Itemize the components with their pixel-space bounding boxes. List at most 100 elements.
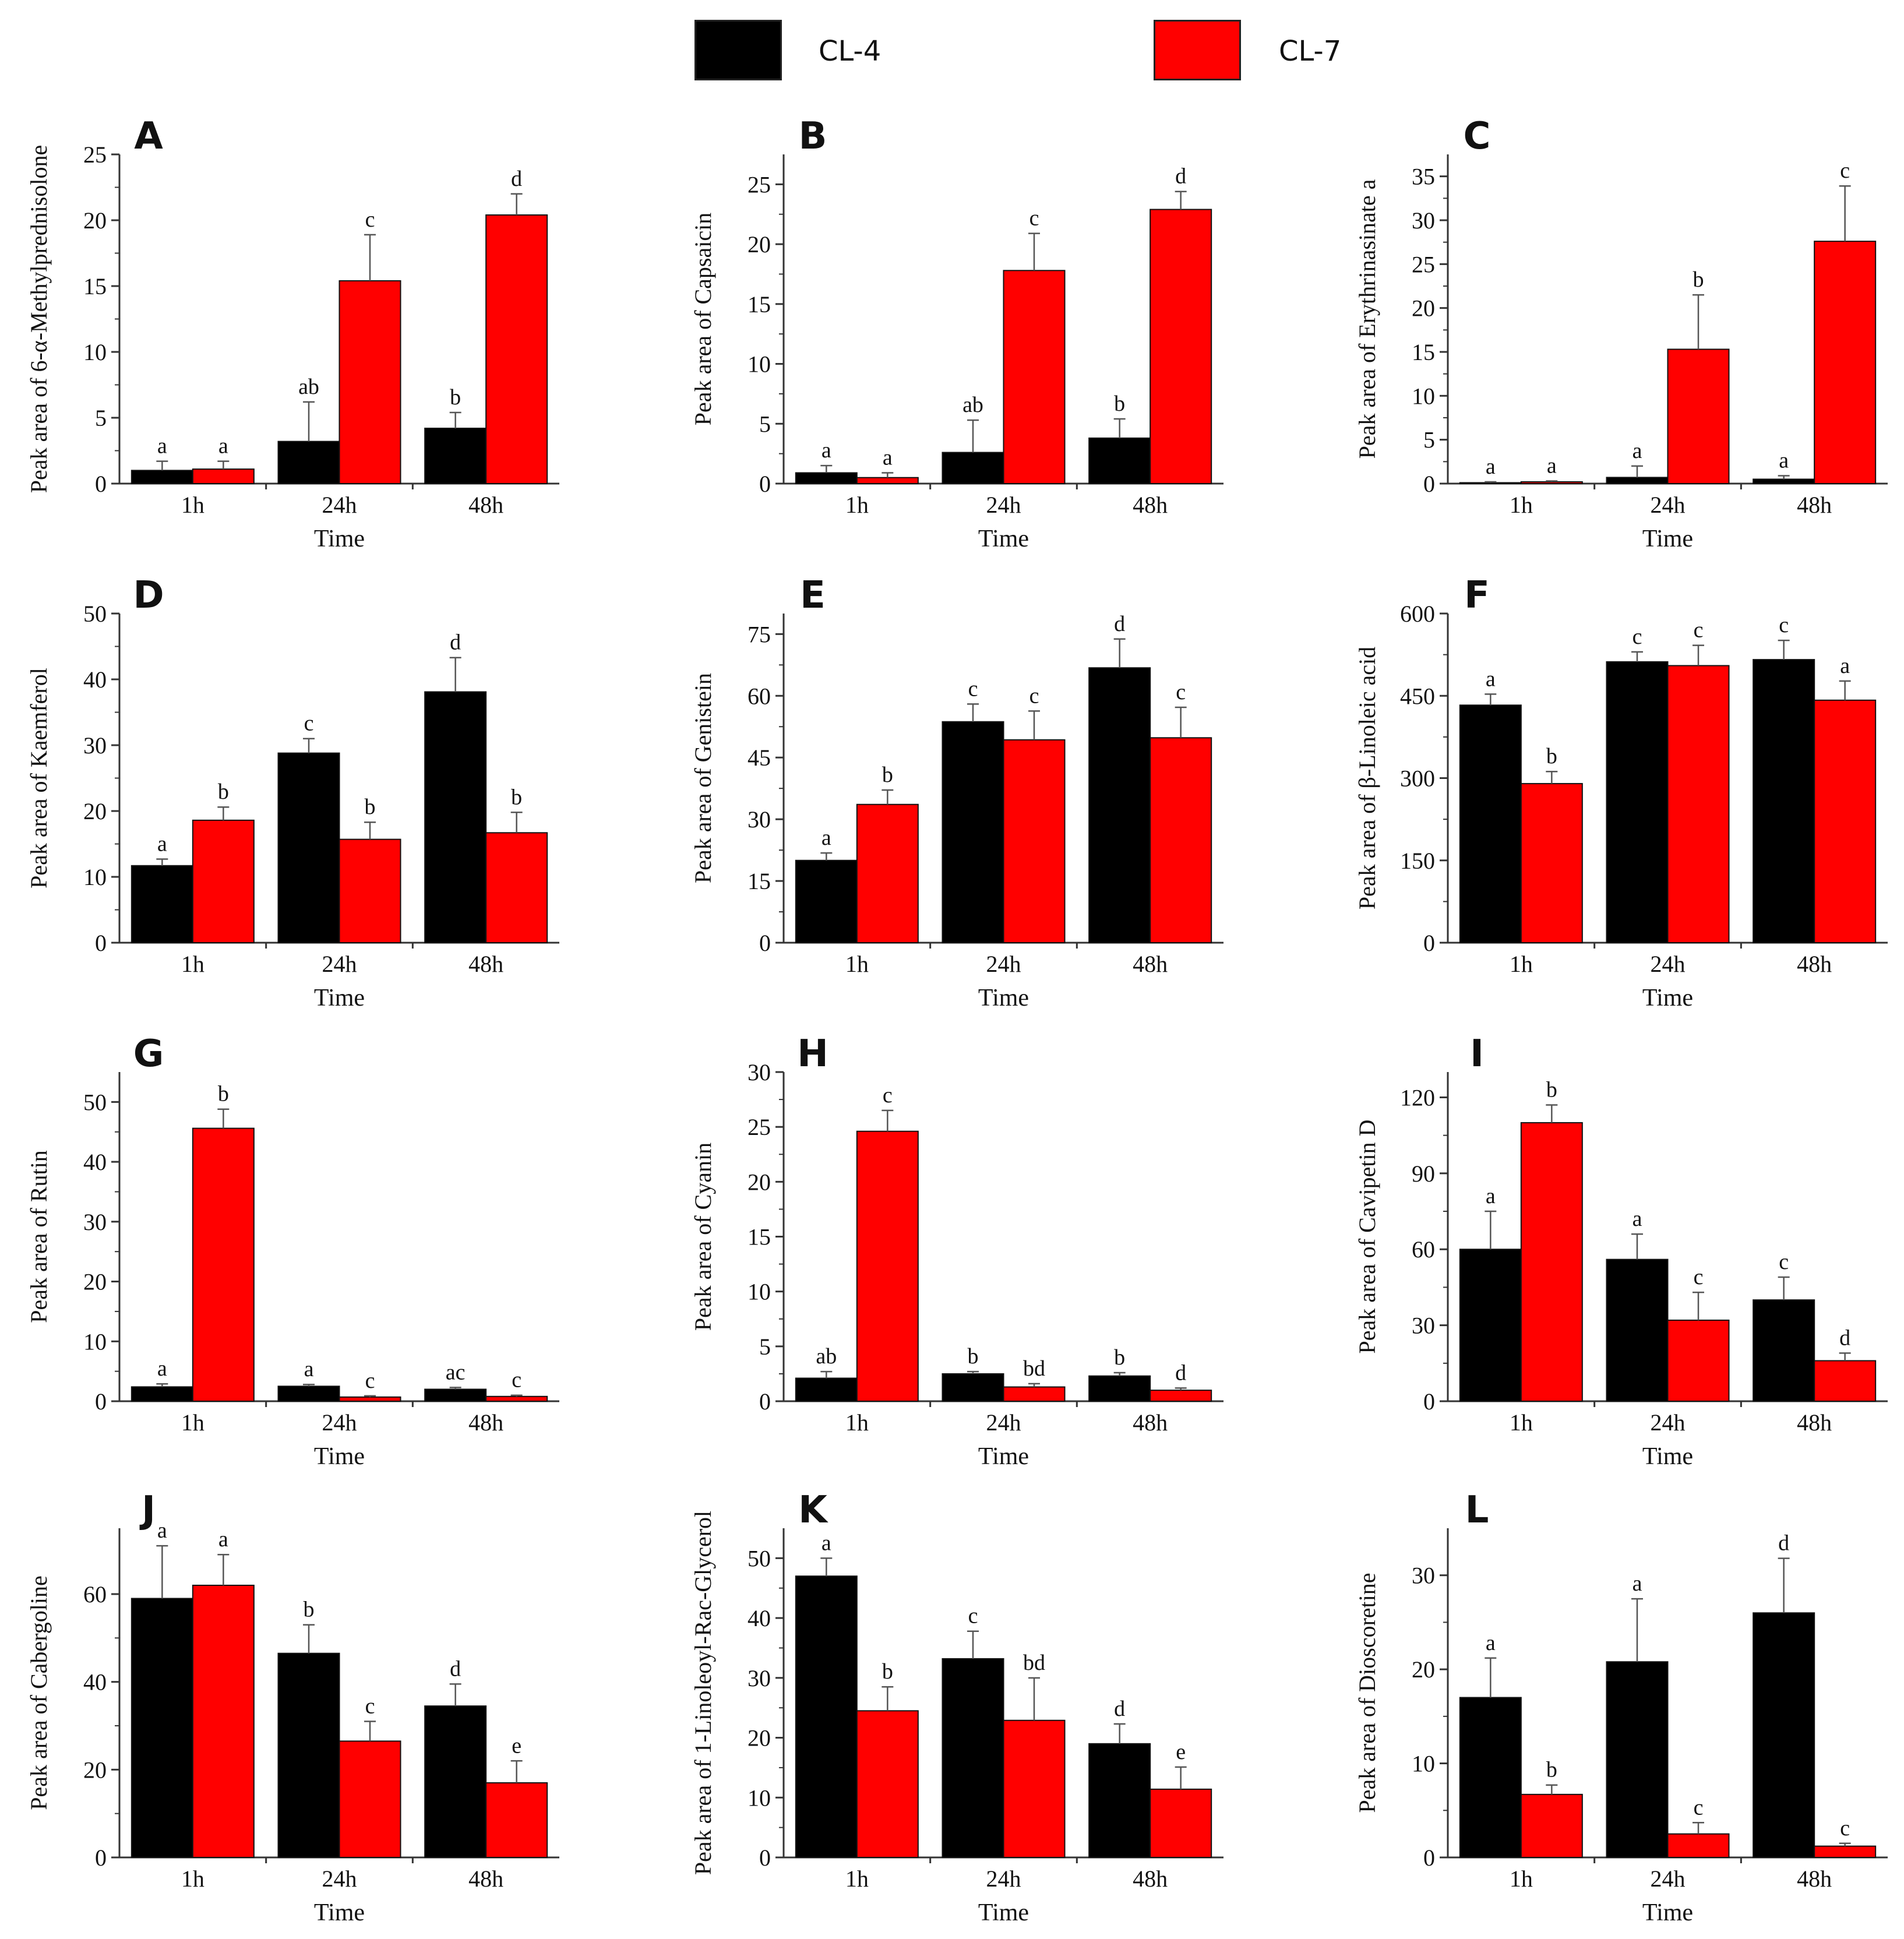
legend-swatch-cl7 (1154, 20, 1241, 80)
significance-letter: a (883, 446, 893, 470)
y-tick-label: 30 (83, 732, 107, 759)
bar-cl-4-48h (1088, 437, 1151, 484)
bar-cl-4-48h (424, 428, 487, 485)
y-tick-label: 5 (759, 1334, 771, 1360)
panel-letter: E (800, 574, 826, 617)
panel-i: I 0 30 60 90 120 1h a b 24h a c 48h c d Time Peak area o… (1354, 1032, 1888, 1470)
y-tick-label: 10 (83, 864, 107, 890)
y-axis-title: Peak area of Cabergoline (26, 1575, 52, 1810)
significance-letter: c (968, 1604, 978, 1628)
y-tick-label: 20 (1412, 295, 1435, 322)
significance-letter: b (882, 763, 893, 787)
bar-cl-4-48h (1753, 478, 1815, 485)
significance-letter: a (821, 1531, 831, 1555)
significance-letter: c (1840, 1816, 1850, 1841)
significance-letter: c (1840, 158, 1850, 183)
significance-letter: a (218, 1527, 228, 1552)
y-tick-label: 30 (83, 1209, 107, 1235)
significance-letter: b (304, 1598, 315, 1622)
significance-letter: c (1632, 625, 1642, 649)
panel-letter: J (139, 1489, 156, 1532)
bar-cl-4-24h (277, 752, 340, 944)
significance-letter: ab (298, 375, 319, 399)
bar-cl-4-1h (1459, 482, 1522, 485)
bar-cl-7-1h (192, 468, 255, 485)
y-tick-label: 0 (95, 1388, 107, 1415)
bar-cl-4-1h (1459, 1697, 1522, 1859)
bar-cl-4-24h (942, 1373, 1004, 1402)
bar-cl-4-24h (1606, 1661, 1669, 1858)
y-tick-label: 450 (1400, 683, 1435, 709)
bar-cl-4-24h (942, 452, 1004, 485)
bar-cl-7-1h (192, 1127, 255, 1402)
significance-letter: a (1486, 667, 1496, 691)
x-tick-label: 48h (1797, 1866, 1832, 1892)
panel-j: J 0 20 40 60 1h a a 24h b c 48h d e Time Peak area of C… (26, 1489, 559, 1926)
y-tick-label: 20 (748, 1725, 771, 1751)
y-tick-label: 40 (748, 1605, 771, 1631)
y-tick-label: 45 (748, 745, 771, 771)
x-tick-label: 1h (1510, 1866, 1533, 1892)
bar-cl-7-1h (1520, 1793, 1583, 1858)
y-tick-label: 0 (95, 1845, 107, 1871)
significance-letter: b (218, 780, 229, 804)
significance-letter: c (1694, 1265, 1704, 1289)
bar-cl-7-24h (339, 1396, 401, 1402)
y-axis-title: Peak area of Rutin (26, 1150, 52, 1323)
significance-letter: a (157, 831, 167, 856)
y-tick-label: 300 (1400, 766, 1435, 792)
x-tick-label: 48h (468, 1409, 503, 1436)
y-tick-label: 20 (748, 1169, 771, 1195)
bar-cl-7-1h (192, 819, 255, 943)
bar-cl-7-24h (1003, 739, 1066, 943)
panel-letter: C (1464, 115, 1491, 158)
bar-cl-4-24h (942, 721, 1004, 944)
y-tick-label: 50 (83, 1089, 107, 1115)
y-tick-label: 10 (83, 1328, 107, 1355)
bar-cl-4-48h (1753, 1299, 1815, 1402)
x-tick-label: 1h (1510, 1409, 1533, 1436)
bar-cl-7-48h (485, 214, 548, 484)
y-tick-label: 15 (748, 291, 771, 318)
significance-letter: ab (816, 1344, 837, 1369)
x-tick-label: 48h (1797, 1409, 1832, 1436)
y-axis-title: Peak area of Erythrinasinate a (1354, 179, 1380, 459)
x-axis-title: Time (314, 985, 365, 1011)
x-tick-label: 1h (181, 492, 204, 518)
y-axis-title: Peak area of Cavipetin D (1354, 1119, 1380, 1353)
panel-c: C 0 5 10 15 20 25 30 35 1h a a 24h a b 48h a c Time Peak ar… (1354, 115, 1888, 552)
y-tick-label: 10 (748, 1785, 771, 1811)
bar-cl-7-1h (1520, 1122, 1583, 1402)
x-tick-label: 24h (1651, 492, 1686, 518)
y-tick-label: 120 (1400, 1084, 1435, 1110)
y-tick-label: 0 (759, 930, 771, 956)
significance-letter: a (1486, 454, 1496, 479)
x-tick-label: 1h (181, 951, 204, 977)
significance-letter: b (365, 795, 376, 819)
y-tick-label: 40 (83, 667, 107, 693)
y-tick-label: 40 (83, 1149, 107, 1175)
bar-cl-4-1h (795, 1377, 858, 1402)
x-tick-label: 1h (1510, 951, 1533, 977)
significance-letter: a (1840, 654, 1850, 678)
significance-letter: a (821, 438, 831, 463)
significance-letter: a (157, 1356, 167, 1381)
significance-letter: b (968, 1344, 979, 1369)
y-tick-label: 15 (83, 273, 107, 299)
bar-cl-7-24h (1667, 1833, 1730, 1858)
y-tick-label: 60 (1412, 1236, 1435, 1263)
bar-cl-4-48h (1753, 1612, 1815, 1858)
bar-cl-4-48h (424, 1705, 487, 1859)
y-tick-label: 60 (748, 683, 771, 709)
y-axis-title: Peak area of Dioscoretine (1354, 1573, 1380, 1813)
significance-letter: c (883, 1083, 893, 1108)
bar-cl-4-1h (795, 859, 858, 943)
bar-cl-7-24h (339, 1740, 401, 1859)
y-tick-label: 90 (1412, 1161, 1435, 1187)
y-tick-label: 5 (1423, 427, 1435, 453)
significance-letter: b (511, 785, 522, 809)
x-tick-label: 48h (1797, 492, 1832, 518)
significance-letter: d (1839, 1325, 1850, 1350)
significance-letter: a (1632, 1207, 1642, 1231)
